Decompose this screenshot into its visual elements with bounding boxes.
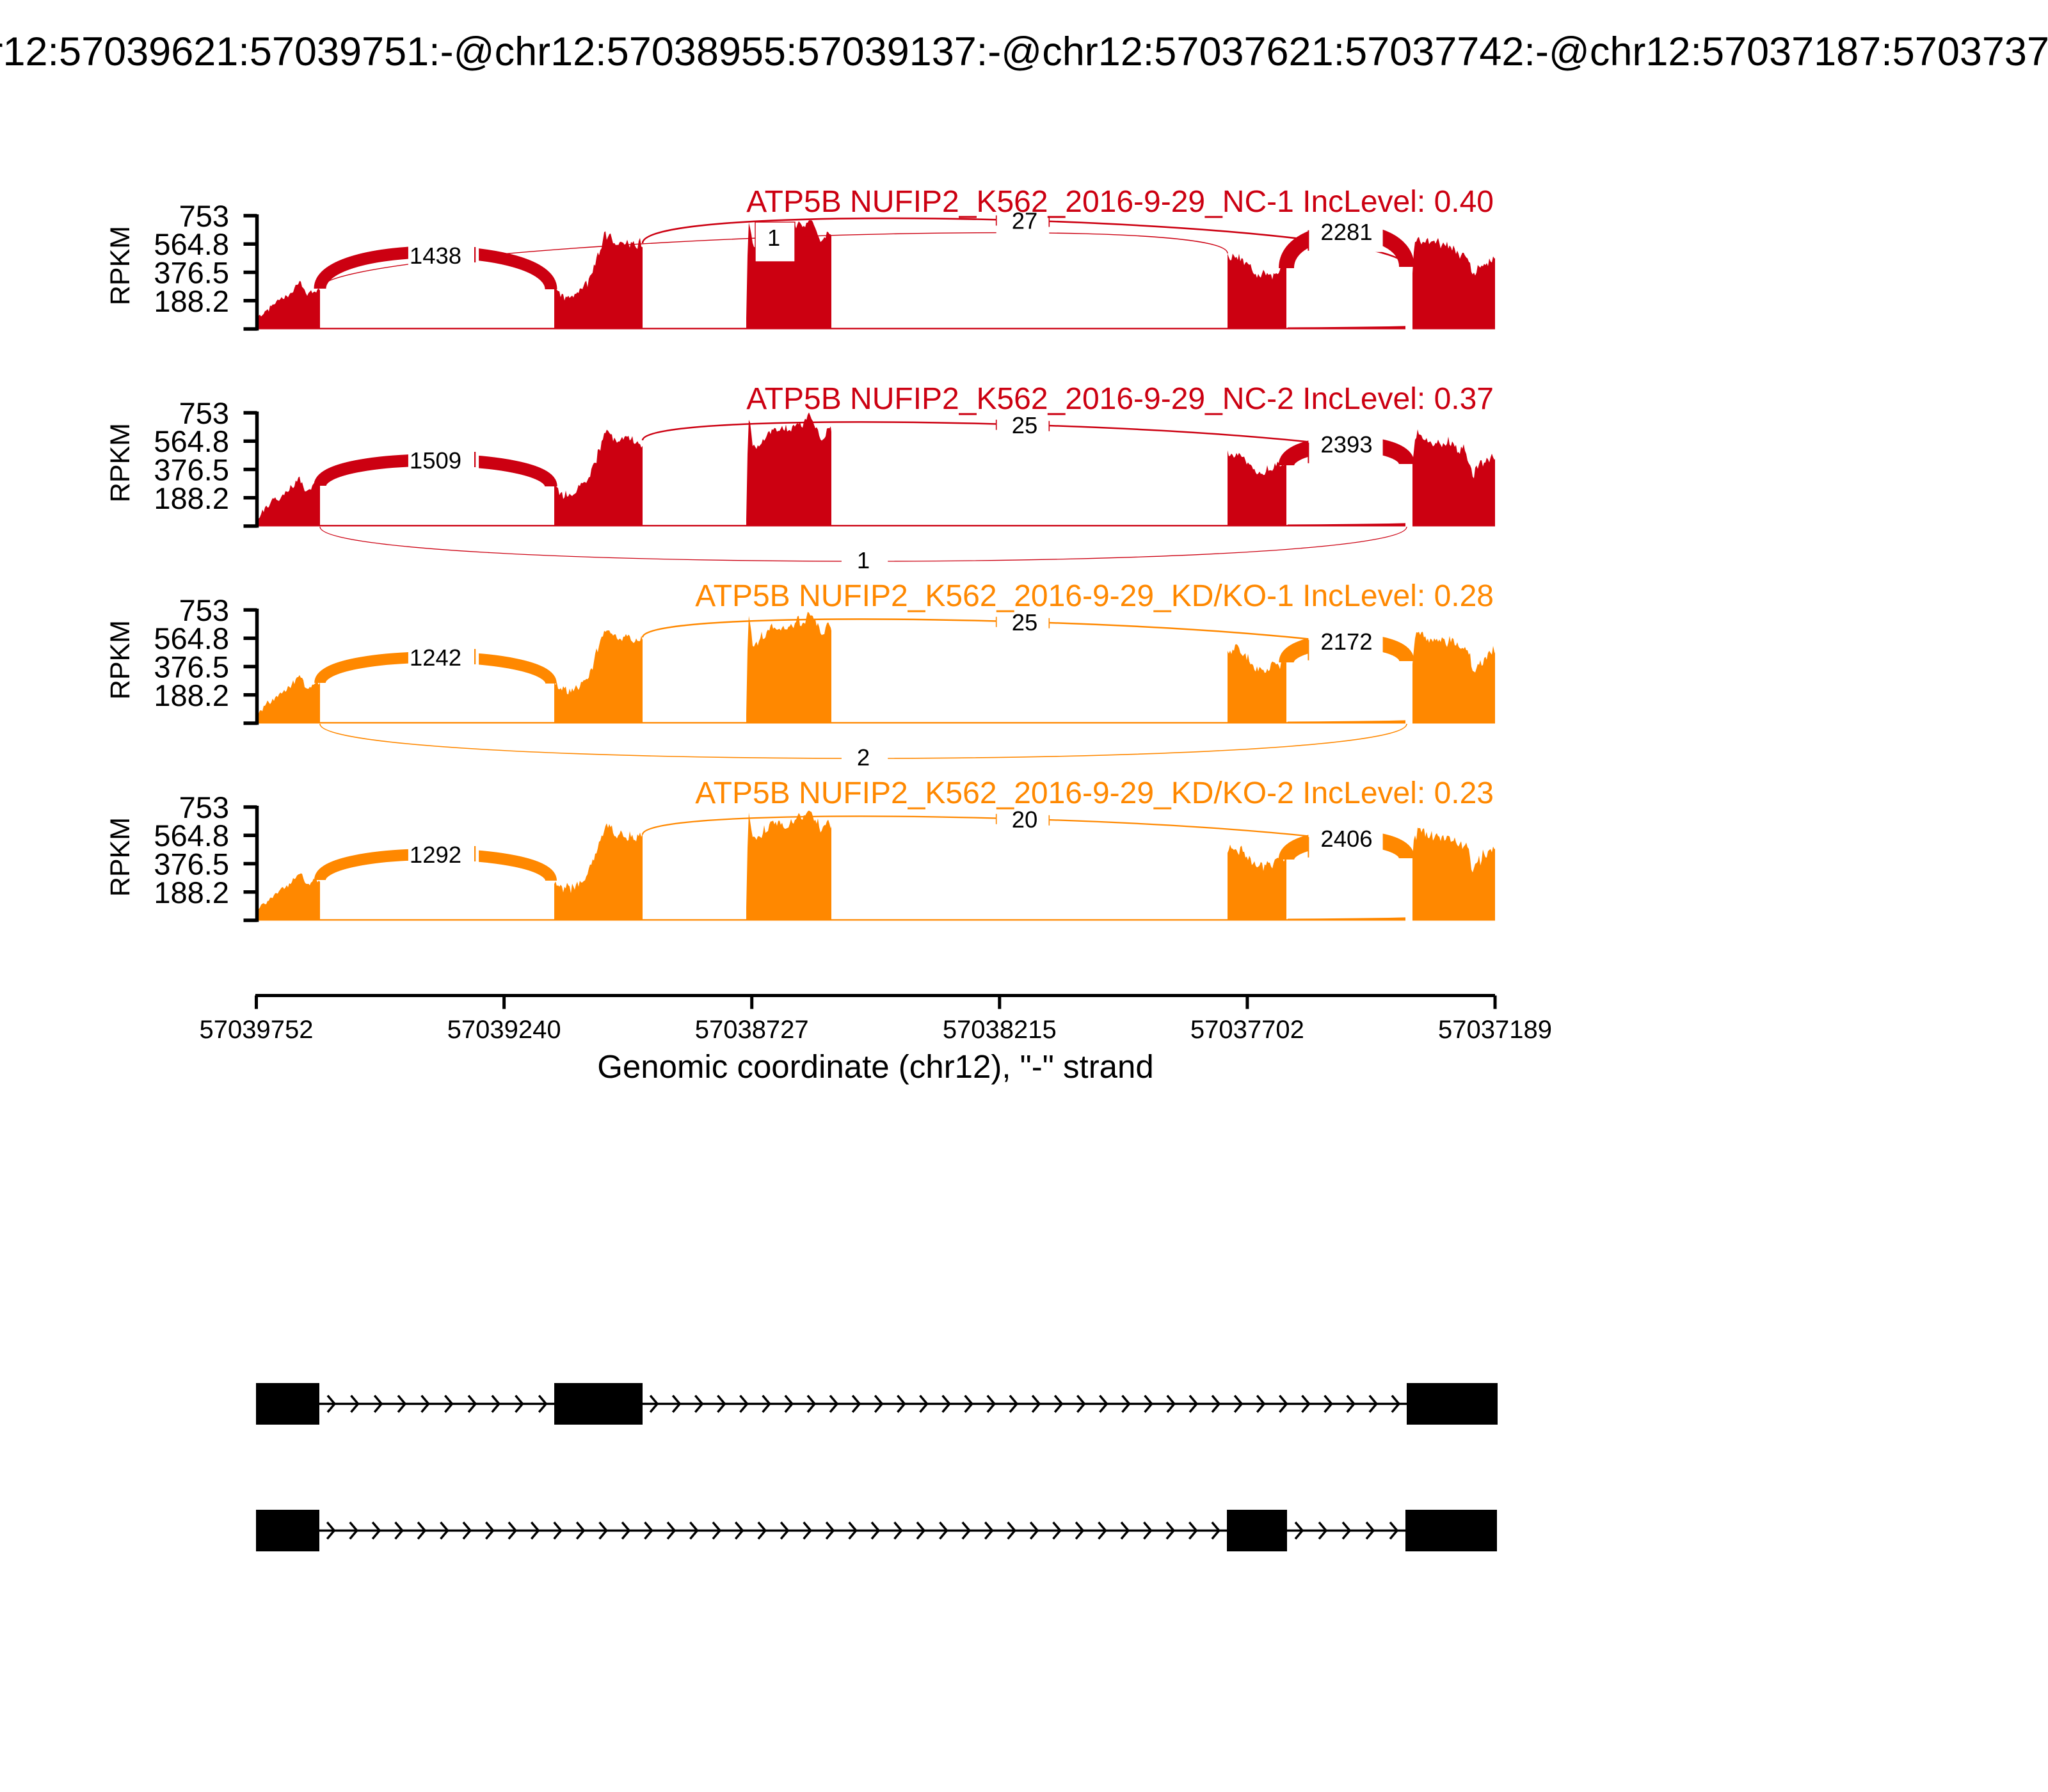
svg-text:564.8: 564.8: [154, 424, 229, 458]
svg-text:1: 1: [767, 225, 780, 251]
svg-text:57037702: 57037702: [1190, 1016, 1304, 1044]
svg-text:753: 753: [179, 396, 229, 430]
svg-text:188.2: 188.2: [154, 284, 229, 318]
svg-text:376.5: 376.5: [154, 847, 229, 881]
svg-text:ATP5B NUFIP2_K562_2016-9-29_KD: ATP5B NUFIP2_K562_2016-9-29_KD/KO-1 IncL…: [695, 579, 1494, 613]
svg-text:ATP5B NUFIP2_K562_2016-9-29_NC: ATP5B NUFIP2_K562_2016-9-29_NC-2 IncLeve…: [746, 382, 1494, 416]
svg-text:564.8: 564.8: [154, 621, 229, 655]
svg-text:57039752: 57039752: [200, 1016, 314, 1044]
svg-text:ATP5B NUFIP2_K562_2016-9-29_NC: ATP5B NUFIP2_K562_2016-9-29_NC-1 IncLeve…: [746, 185, 1494, 219]
svg-text:1: 1: [857, 547, 870, 573]
svg-text:753: 753: [179, 790, 229, 824]
svg-text:57038727: 57038727: [695, 1016, 809, 1044]
svg-text:57039240: 57039240: [447, 1016, 561, 1044]
svg-text:1292: 1292: [410, 842, 461, 868]
svg-text:RPKM: RPKM: [105, 817, 136, 897]
svg-text:188.2: 188.2: [154, 678, 229, 712]
svg-text:chr12:57039621:57039751:-@chr1: chr12:57039621:57039751:-@chr12:57038955…: [0, 29, 2048, 74]
svg-text:564.8: 564.8: [154, 819, 229, 852]
svg-text:RPKM: RPKM: [105, 226, 136, 305]
svg-text:Genomic coordinate (chr12), "-: Genomic coordinate (chr12), "-" strand: [597, 1048, 1154, 1085]
svg-text:2172: 2172: [1320, 628, 1372, 655]
svg-text:1509: 1509: [410, 447, 461, 474]
svg-text:2281: 2281: [1320, 219, 1372, 245]
svg-text:57037189: 57037189: [1438, 1016, 1552, 1044]
svg-text:25: 25: [1012, 412, 1038, 438]
svg-text:57038215: 57038215: [943, 1016, 1057, 1044]
svg-text:2406: 2406: [1320, 826, 1372, 852]
svg-text:753: 753: [179, 199, 229, 233]
svg-text:2393: 2393: [1320, 431, 1372, 458]
svg-text:27: 27: [1012, 208, 1038, 234]
svg-text:188.2: 188.2: [154, 481, 229, 515]
svg-text:25: 25: [1012, 609, 1038, 636]
svg-text:RPKM: RPKM: [105, 620, 136, 700]
svg-text:376.5: 376.5: [154, 650, 229, 684]
svg-text:188.2: 188.2: [154, 876, 229, 909]
svg-text:20: 20: [1012, 806, 1038, 833]
svg-text:1438: 1438: [410, 243, 461, 269]
svg-text:ATP5B NUFIP2_K562_2016-9-29_KD: ATP5B NUFIP2_K562_2016-9-29_KD/KO-2 IncL…: [695, 776, 1494, 810]
svg-text:1242: 1242: [410, 644, 461, 671]
svg-text:753: 753: [179, 593, 229, 627]
svg-text:376.5: 376.5: [154, 256, 229, 290]
svg-text:2: 2: [857, 744, 870, 771]
svg-text:RPKM: RPKM: [105, 423, 136, 502]
svg-text:564.8: 564.8: [154, 227, 229, 261]
svg-text:376.5: 376.5: [154, 453, 229, 487]
